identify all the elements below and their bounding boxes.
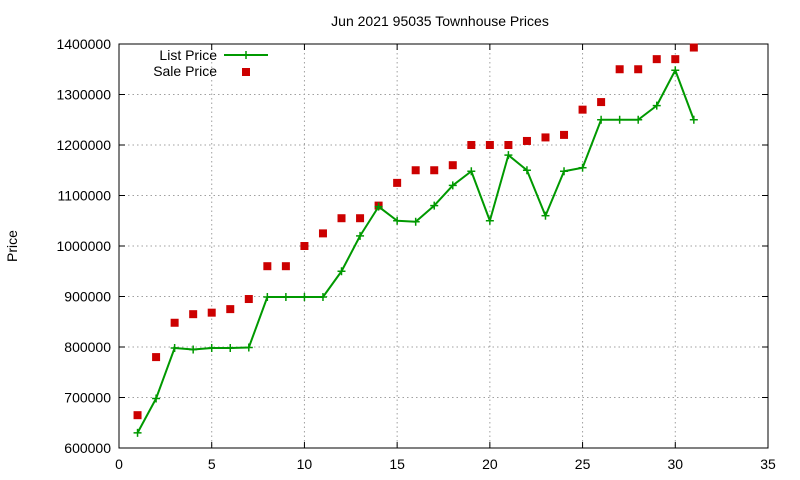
sale-price-point [411, 166, 420, 175]
grid [119, 44, 768, 448]
sale-price-point [152, 353, 161, 362]
y-tick-label: 1400000 [56, 36, 111, 52]
x-tick-label: 10 [297, 456, 313, 472]
sale-price-point [597, 98, 606, 107]
sale-price-point [671, 55, 680, 64]
list-price-point [560, 167, 569, 176]
sale-price-point [244, 295, 253, 304]
y-tick-label: 1000000 [56, 238, 111, 254]
list-price-point [689, 115, 698, 124]
list-price-point [634, 115, 643, 124]
list-price-point [597, 115, 606, 124]
sale-price-point [263, 262, 272, 271]
sale-price-point [318, 229, 327, 238]
list-price-point [244, 343, 253, 352]
chart-title: Jun 2021 95035 Townhouse Prices [331, 13, 549, 29]
list-price-point [300, 293, 309, 302]
y-tick-label: 800000 [64, 339, 111, 355]
x-tick-label: 35 [760, 456, 776, 472]
sale-price-point [281, 262, 290, 271]
list-price-point [671, 66, 680, 75]
list-price-point [337, 267, 346, 276]
x-tick-label: 5 [208, 456, 216, 472]
series [133, 43, 698, 437]
list-price-point [170, 344, 179, 353]
list-price-point [281, 293, 290, 302]
legend-sale-price-marker [242, 68, 250, 76]
legend: List Price Sale Price [153, 47, 268, 79]
sale-price-point [504, 141, 513, 149]
list-price-point [430, 201, 439, 210]
sale-price-point [485, 141, 494, 149]
sale-price-point [356, 214, 365, 223]
sale-price-point [467, 141, 476, 149]
y-tick-label: 900000 [64, 289, 111, 305]
sale-price-point [133, 411, 142, 420]
sale-price-point [300, 242, 309, 250]
list-price-point [504, 151, 513, 160]
list-price-point [411, 217, 420, 226]
sale-price-point [578, 105, 587, 114]
y-tick-label: 1100000 [58, 188, 112, 204]
list-price-point [152, 394, 161, 403]
sale-price-point [393, 178, 402, 187]
sale-price-point [207, 308, 216, 317]
x-tick-label: 30 [667, 456, 683, 472]
x-tick-label: 0 [115, 456, 123, 472]
y-tick-label: 700000 [64, 390, 111, 406]
sale-price-point [448, 161, 457, 170]
list-price-point [374, 202, 383, 211]
y-tick-label: 1200000 [56, 137, 111, 153]
list-price-point [448, 181, 457, 190]
list-price-point [467, 167, 476, 176]
list-price-point [522, 166, 531, 175]
sale-price-point [689, 43, 698, 52]
list-price-point [133, 428, 142, 437]
legend-list-price-label: List Price [159, 47, 217, 63]
list-price-point [615, 115, 624, 124]
list-price-line [136, 69, 695, 434]
list-price-point [207, 344, 216, 353]
sale-price-point [226, 305, 235, 314]
y-tick-label: 1300000 [56, 87, 111, 103]
x-tick-label: 15 [389, 456, 405, 472]
x-tick-label: 25 [575, 456, 591, 472]
list-price-point [263, 293, 272, 302]
sale-price-point [189, 310, 198, 319]
sale-price-point [430, 166, 439, 175]
y-axis-title: Price [4, 230, 20, 262]
list-price-point [226, 344, 235, 353]
sale-price-point [615, 65, 624, 74]
legend-list-price-marker [242, 51, 250, 59]
legend-sale-price-label: Sale Price [153, 63, 217, 79]
sale-price-point [634, 65, 643, 74]
list-price-point [356, 231, 365, 240]
sale-price-point [541, 133, 550, 142]
list-price-point [485, 216, 494, 225]
x-tick-label: 20 [482, 456, 498, 472]
list-price-point [652, 101, 661, 110]
sale-price-point [337, 214, 346, 223]
sale-price-point [560, 130, 569, 139]
axis-ticks: 0 5 10 15 20 25 30 35 600000 700000 800000 900000 10… [56, 36, 776, 472]
sale-price-point [170, 318, 179, 327]
sale-price-point [652, 55, 661, 64]
list-price-point [318, 293, 327, 302]
list-price-point [189, 345, 198, 354]
sale-price-point [522, 136, 531, 145]
list-price-point [578, 163, 587, 172]
y-tick-label: 600000 [64, 440, 111, 456]
list-price-point [541, 211, 550, 220]
list-price-point [393, 216, 402, 225]
